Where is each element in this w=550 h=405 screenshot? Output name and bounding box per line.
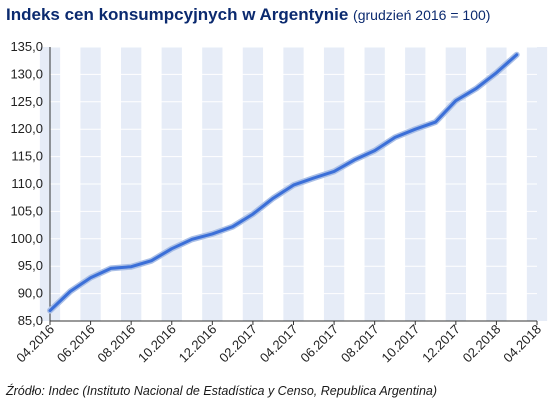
chart-subtitle: (grudzień 2016 = 100) [353,7,491,23]
y-tick-labels: 85,0 90,0 95,0 100,0 105,0 110,0 115,0 120,0 125… [10,39,43,328]
x-tick-label: 04.2017 [257,322,301,366]
x-tick-labels: 04.201606.201608.201610.201612.201602.20… [13,321,544,365]
y-tick-label: 90,0 [18,286,43,301]
chart-title-text: Indeks cen konsumpcyjnych w Argentynie [6,5,349,24]
x-tick-label: 04.2018 [500,322,544,366]
x-tick-label: 12.2017 [419,322,463,366]
series-line [48,53,519,313]
x-tick-label: 04.2016 [13,322,57,366]
chart-title: Indeks cen konsumpcyjnych w Argentynie (… [6,5,490,25]
x-tick-label: 10.2017 [379,322,423,366]
y-tick-label: 135,0 [10,39,43,54]
y-tick-label: 115,0 [11,149,43,164]
y-tick-label: 130,0 [10,66,43,81]
y-tick-label: 85,0 [18,313,43,328]
x-tick-label: 12.2016 [176,322,220,366]
data-series [47,51,520,314]
source-note: Źródło: Indec (Instituto Nacional de Est… [6,384,438,398]
y-tick-label: 95,0 [18,258,43,273]
x-tick-label: 02.2017 [216,322,260,366]
y-tick-label: 105,0 [10,203,43,218]
x-tick-label: 02.2018 [460,322,504,366]
x-tick-label: 06.2016 [54,322,98,366]
x-tick-label: 06.2017 [297,322,341,366]
y-tick-label: 100,0 [10,231,43,246]
x-tick-label: 08.2016 [94,322,138,366]
y-tick-label: 120,0 [10,121,43,136]
x-tick-label: 08.2017 [338,322,382,366]
x-tick-label: 10.2016 [135,322,179,366]
y-tick-label: 110,0 [11,176,43,191]
y-tick-label: 125,0 [10,94,43,109]
